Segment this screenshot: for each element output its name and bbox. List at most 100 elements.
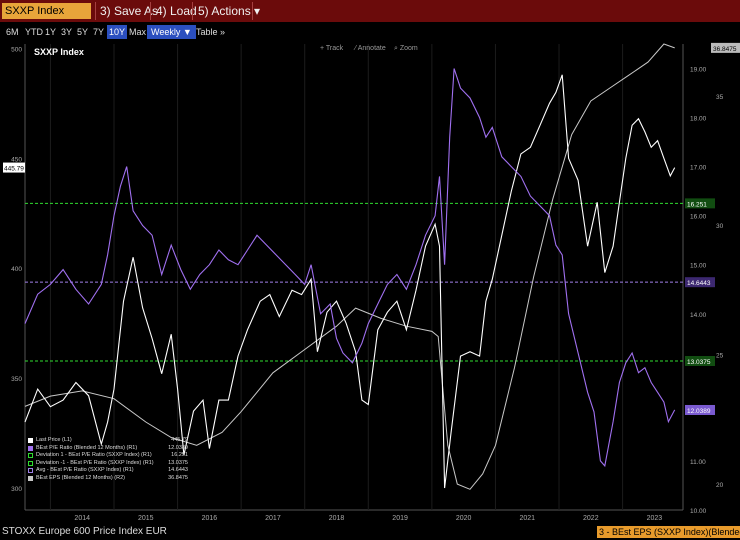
load-button[interactable]: 4) Load: [156, 4, 197, 18]
footer-bar: STOXX Europe 600 Price Index EUR 3 - BEs…: [0, 524, 740, 540]
eps-last-tag: 36.8475: [713, 46, 737, 53]
legend-value: 12.0389: [168, 444, 188, 451]
range-max[interactable]: Max: [129, 27, 147, 37]
left-tick-label: 450: [11, 156, 22, 163]
x-tick-label: 2022: [583, 515, 599, 522]
eps-tick-label: 20: [716, 482, 724, 489]
x-tick-label: 2020: [456, 515, 472, 522]
x-tick-label: 2018: [329, 515, 345, 522]
left-tick-label: 400: [11, 266, 22, 273]
actions-menu-button[interactable]: 5) Actions ▾: [198, 4, 261, 18]
chart-legend: Last Price (L1) 445.79 BEst P/E Ratio (B…: [28, 437, 188, 483]
price-pe-eps-chart: 2014 2015 2016 2017 2018 2019 2020 2021 2022 2023…: [3, 42, 740, 522]
chart-tools: + Track ⁄ Annotate ⌕ Zoom: [320, 45, 418, 52]
left-tick-label: 350: [11, 376, 22, 383]
pe-dev-plus-tag-box: [685, 198, 715, 209]
pe-tick-label: 17.00: [690, 165, 707, 172]
x-tick-label: 2015: [138, 515, 154, 522]
toolbar-divider: [150, 2, 151, 20]
top-toolbar: SXXP Index 3) Save As 4) Load 5) Actions…: [0, 0, 740, 22]
series-lines: [24, 43, 676, 490]
price-last-tag: 445.79: [4, 166, 24, 173]
security-description: STOXX Europe 600 Price Index EUR: [2, 526, 167, 537]
value-tags: 16.251 14.6443 13.0375 12.0389 36.8475 445.79: [3, 42, 740, 415]
legend-row-eps: BEst EPS (Blended 12 Months) (R2) 36.847…: [28, 475, 188, 483]
save-as-button[interactable]: 3) Save As: [100, 4, 159, 18]
x-tick-label: 2023: [647, 515, 663, 522]
legend-value: 14.6443: [168, 467, 188, 474]
active-series-tab[interactable]: 3 - BEst EPS (SXXP Index)(Blended 12: [597, 526, 740, 538]
pe-avg-tag-box: [685, 277, 715, 288]
pe-last-tag: 12.0389: [687, 408, 711, 415]
range-ytd[interactable]: YTD: [25, 27, 43, 37]
pe-avg-tag: 14.6443: [687, 280, 711, 287]
eps-last-tag-box: [711, 42, 740, 53]
pe-tick-label: 11.00: [690, 459, 706, 466]
plot-area: [25, 44, 683, 510]
series-line-left: [24, 74, 676, 489]
frequency-dropdown[interactable]: Weekly ▼: [147, 25, 196, 39]
left-tick-label: 300: [11, 486, 22, 493]
legend-row-pe: BEst P/E Ratio (Blended 12 Months) (R1) …: [28, 445, 188, 453]
pe-dev-plus-tag: 16.251: [687, 201, 707, 208]
pe-tick-label: 16.00: [690, 214, 707, 221]
legend-value: 13.0375: [168, 459, 188, 466]
pe-last-tag-box: [685, 404, 715, 415]
pe-dev-minus-tag-box: [685, 356, 715, 367]
toolbar-divider: [95, 2, 96, 20]
range-bar: 6M YTD 1Y 3Y 5Y 7Y 10Y Max Weekly ▼ Tabl…: [0, 24, 740, 40]
eps-tick-label: 30: [716, 223, 724, 230]
pe-tick-label: 15.00: [690, 263, 707, 270]
range-7y[interactable]: 7Y: [93, 27, 105, 37]
toolbar-divider: [252, 2, 253, 20]
legend-row-avg: Avg - BEst P/E Ratio (SXXP Index) (R1) 1…: [28, 467, 188, 475]
legend-label: Deviation 1 - BEst P/E Ratio (SXXP Index…: [36, 452, 152, 459]
legend-swatch: [28, 468, 33, 474]
range-1y[interactable]: 1Y: [45, 27, 57, 37]
legend-value: 445.79: [171, 437, 188, 443]
track-tool[interactable]: + Track: [320, 45, 344, 52]
legend-label: Last Price (L1): [36, 437, 72, 443]
series-line-eps: [24, 43, 675, 490]
toolbar-divider: [192, 2, 193, 20]
legend-label: Avg - BEst P/E Ratio (SXXP Index) (R1): [36, 467, 134, 474]
legend-label: Deviation -1 - BEst P/E Ratio (SXXP Inde…: [36, 459, 154, 466]
legend-swatch: [28, 475, 33, 481]
left-tick-label: 500: [11, 46, 22, 53]
legend-label: BEst P/E Ratio (Blended 12 Months) (R1): [36, 444, 138, 451]
legend-row-dev-minus: Deviation -1 - BEst P/E Ratio (SXXP Inde…: [28, 460, 188, 468]
range-3y[interactable]: 3Y: [61, 27, 73, 37]
table-button[interactable]: Table: [196, 27, 218, 37]
eps-tick-label: 25: [716, 353, 724, 360]
legend-swatch: [28, 460, 33, 466]
legend-row-price: Last Price (L1) 445.79: [28, 437, 188, 445]
zoom-tool[interactable]: ⌕ Zoom: [394, 45, 418, 52]
range-5y[interactable]: 5Y: [77, 27, 89, 37]
legend-label: BEst EPS (Blended 12 Months) (R2): [36, 474, 125, 481]
legend-value: 36.8475: [168, 474, 188, 481]
legend-row-dev-plus: Deviation 1 - BEst P/E Ratio (SXXP Index…: [28, 452, 188, 460]
pe-tick-label: 18.00: [690, 116, 707, 123]
x-tick-label: 2014: [74, 515, 90, 522]
grid-lines: [49, 44, 624, 510]
ticker-field[interactable]: SXXP Index: [2, 3, 91, 19]
legend-swatch: [28, 445, 33, 451]
x-tick-label: 2019: [392, 515, 408, 522]
legend-swatch: [28, 453, 33, 459]
legend-value: 16.251: [171, 452, 188, 459]
price-last-tag-box: [3, 162, 25, 173]
x-tick-label: 2017: [265, 515, 281, 522]
annotate-tool[interactable]: ⁄ Annotate: [353, 45, 386, 52]
more-button[interactable]: »: [220, 27, 226, 37]
series-line-pe: [24, 68, 676, 468]
eps-tick-label: 35: [716, 94, 724, 101]
pe-tick-label: 14.00: [690, 312, 707, 319]
x-tick-label: 2016: [202, 515, 218, 522]
pe-tick-label: 19.00: [690, 67, 707, 74]
range-6m[interactable]: 6M: [6, 27, 19, 37]
pe-tick-label: 10.00: [690, 508, 707, 515]
pe-dev-minus-tag: 13.0375: [687, 359, 711, 366]
chart-title: SXXP Index: [34, 47, 84, 57]
legend-swatch: [28, 438, 33, 443]
range-10y[interactable]: 10Y: [107, 25, 128, 39]
